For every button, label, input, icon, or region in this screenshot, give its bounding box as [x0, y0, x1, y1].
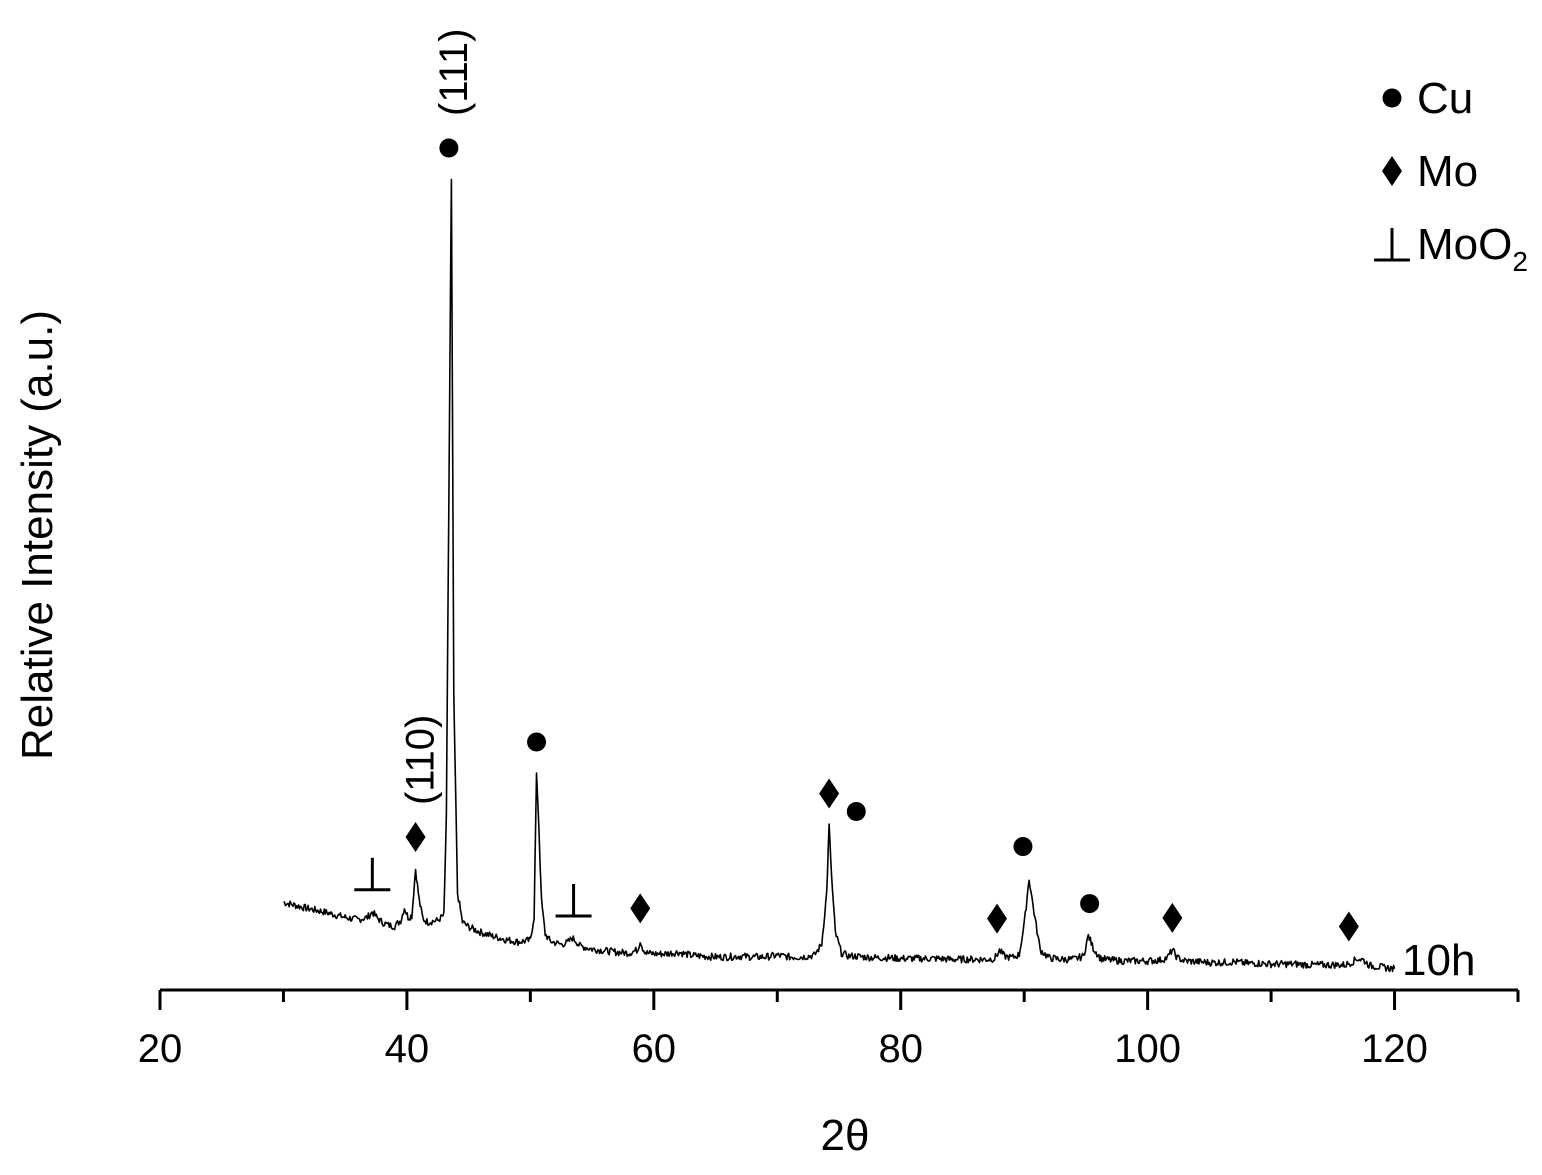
- legend: Cu Mo MoO2: [1374, 74, 1528, 277]
- peak-marker-circle: [439, 138, 459, 158]
- x-tick-label: 40: [385, 1027, 430, 1071]
- x-tick-label: 120: [1361, 1027, 1428, 1071]
- x-axis-label: 2θ: [821, 1111, 870, 1160]
- x-tick-label: 20: [138, 1027, 183, 1071]
- legend-label: MoO2: [1417, 220, 1528, 277]
- peak-marker-diamond: [630, 893, 651, 924]
- peak-marker-diamond: [405, 822, 426, 853]
- x-axis: 20 40 60 80 100 120: [138, 988, 1520, 1071]
- peak-marker-diamond: [819, 778, 840, 809]
- peak-markers: [354, 138, 1359, 942]
- peak-annotations: (110) (111): [399, 29, 476, 805]
- peak-marker-circle: [846, 801, 866, 821]
- peak-annotation: (110): [399, 715, 443, 805]
- peak-marker-diamond: [1162, 902, 1183, 933]
- peak-marker-diamond: [987, 903, 1008, 934]
- legend-symbol-perp: [1374, 228, 1410, 262]
- legend-symbol-diamond: [1382, 156, 1402, 186]
- peak-annotation: (111): [432, 29, 476, 116]
- peak-marker-perp: [555, 883, 592, 918]
- x-tick-label: 60: [632, 1027, 677, 1071]
- legend-label: Mo: [1417, 147, 1478, 196]
- y-axis-label: Relative Intensity (a.u.): [13, 310, 62, 760]
- legend-symbol-circle: [1382, 88, 1402, 108]
- series-line-10h: [283, 178, 1396, 973]
- peak-marker-circle: [1013, 837, 1033, 857]
- peak-marker-perp: [354, 857, 391, 892]
- legend-label: Cu: [1417, 74, 1473, 123]
- x-tick-label: 80: [878, 1027, 923, 1071]
- series-layer: [283, 178, 1396, 973]
- x-tick-label: 100: [1114, 1027, 1181, 1071]
- peak-marker-diamond: [1338, 911, 1359, 942]
- peak-marker-circle: [1080, 894, 1100, 914]
- peak-marker-circle: [527, 732, 547, 752]
- series-label: 10h: [1402, 936, 1475, 985]
